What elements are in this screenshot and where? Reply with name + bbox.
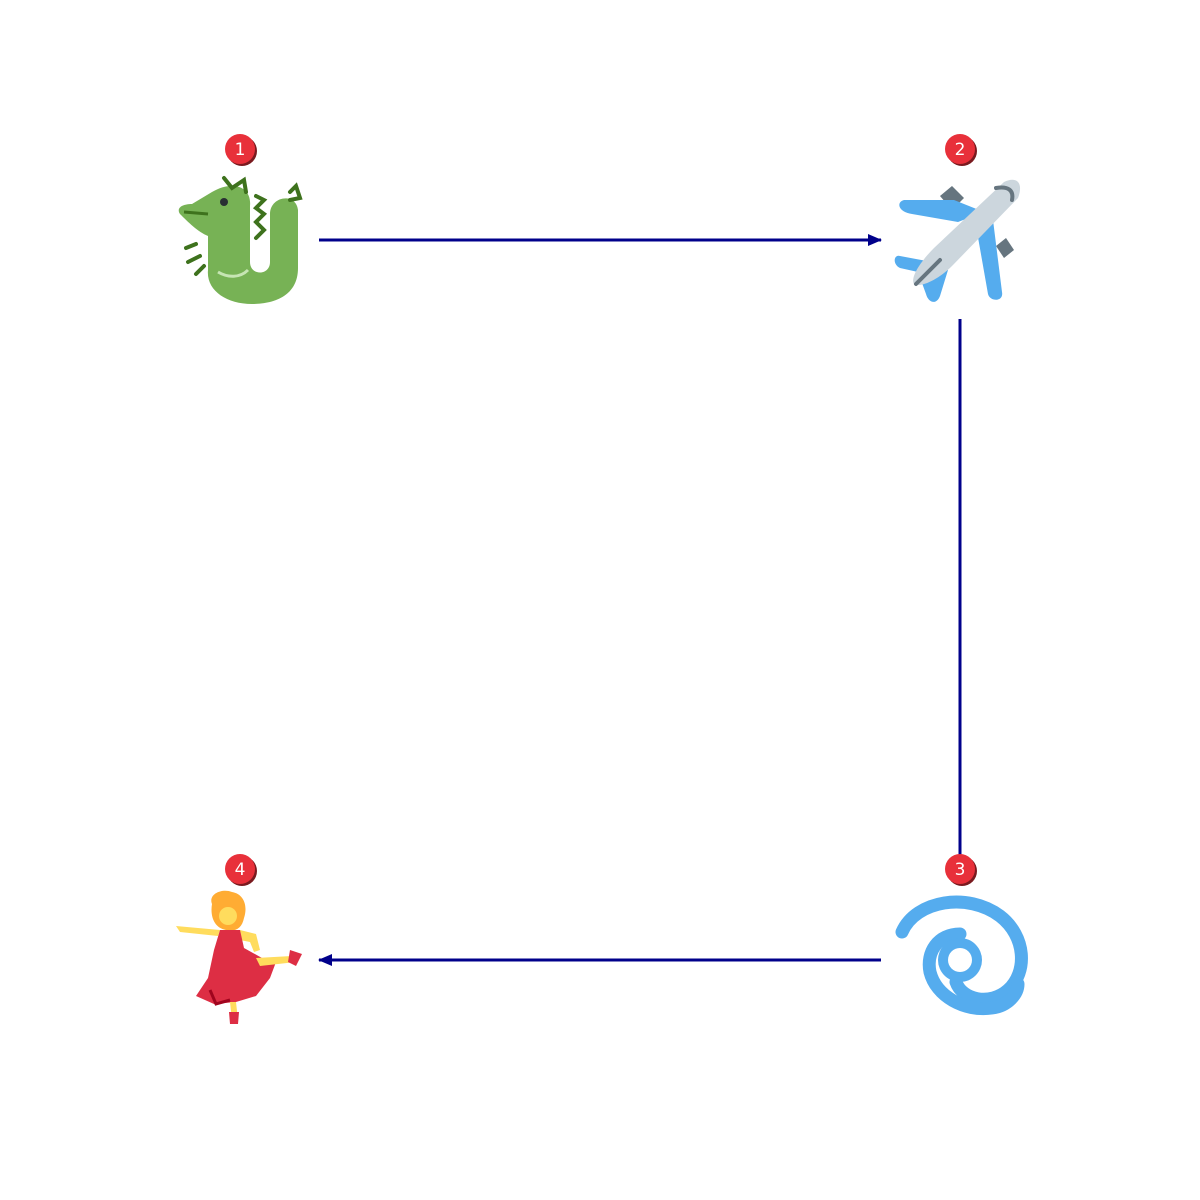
step-number-4: 4 bbox=[235, 860, 246, 880]
node-dragon[interactable]: 1 bbox=[178, 134, 303, 304]
dragon-icon bbox=[178, 176, 303, 304]
node-cyclone[interactable]: 3 bbox=[895, 854, 1028, 1016]
airplane-icon bbox=[894, 179, 1021, 302]
step-badge-4: 4 bbox=[225, 854, 257, 886]
dancer-icon bbox=[176, 890, 302, 1024]
step-badge-1: 1 bbox=[225, 134, 257, 166]
step-number-1: 1 bbox=[235, 140, 246, 160]
node-dancer[interactable]: 4 bbox=[176, 854, 302, 1024]
cyclone-icon bbox=[895, 895, 1028, 1016]
node-airplane[interactable]: 2 bbox=[894, 134, 1021, 302]
step-badge-3: 3 bbox=[945, 854, 977, 886]
step-number-3: 3 bbox=[955, 860, 966, 880]
step-number-2: 2 bbox=[955, 140, 966, 160]
step-badge-2: 2 bbox=[945, 134, 977, 166]
